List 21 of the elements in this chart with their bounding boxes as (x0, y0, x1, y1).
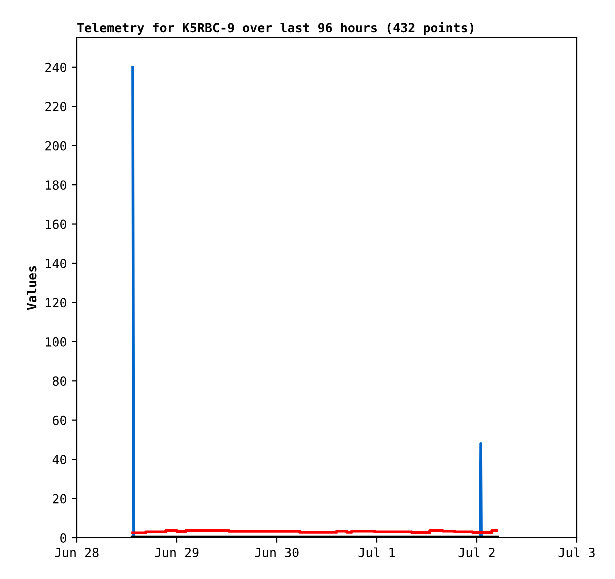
y-tick-label: 40 (52, 455, 66, 465)
chart-title: Telemetry for K5RBC-9 over last 96 hours (432 points) (78, 22, 474, 36)
y-tick-label: 20 (53, 494, 66, 504)
y-tick-label: 100 (46, 337, 66, 347)
x-tick-label: Jul 2 (458, 548, 495, 558)
y-tick-label: 220 (46, 102, 66, 112)
x-tick-label: Jun 30 (255, 548, 299, 558)
y-tick-label: 240 (46, 62, 66, 72)
y-tick-label: 0 (60, 534, 66, 543)
x-tick-label: Jul 1 (358, 548, 395, 558)
x-tick-label: Jun 29 (155, 548, 199, 558)
y-tick-label: 160 (46, 220, 66, 230)
y-axis-title: Values (27, 266, 37, 310)
x-tick-label: Jun 28 (55, 548, 99, 558)
y-tick-label: 80 (53, 376, 66, 386)
y-tick-label: 140 (46, 258, 66, 268)
y-tick-label: 60 (53, 416, 66, 426)
y-tick-label: 120 (46, 298, 66, 308)
y-tick-label: 200 (46, 141, 66, 151)
x-tick-label: Jul 3 (558, 548, 595, 558)
y-tick-label: 180 (46, 180, 66, 190)
